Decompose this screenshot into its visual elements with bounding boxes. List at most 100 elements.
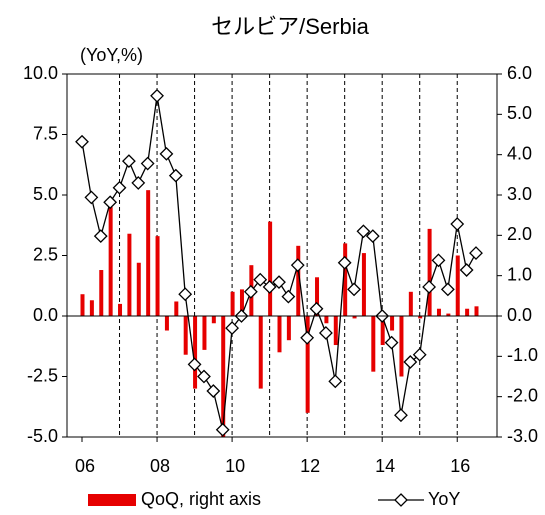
y2-tick-label: -2.0 [507, 385, 538, 405]
marker [403, 355, 418, 369]
y-axis-label: (YoY,%) [80, 45, 143, 65]
y2-tick-label: 4.0 [507, 143, 532, 163]
marker [459, 263, 474, 277]
y-tick-label: 2.5 [33, 244, 58, 264]
bar [446, 313, 451, 316]
bar [239, 289, 244, 316]
legend-label: QoQ, right axis [141, 489, 261, 509]
marker [206, 384, 221, 398]
bar [296, 245, 301, 316]
bar [127, 233, 132, 316]
bar [99, 270, 104, 316]
bar [371, 316, 376, 372]
marker [253, 272, 268, 287]
chart-title: セルビア/Serbia [211, 14, 369, 39]
plot-frame [66, 73, 498, 438]
bar [146, 190, 151, 316]
marker [328, 374, 343, 389]
bar [221, 316, 226, 437]
bar [155, 236, 160, 316]
y2-tick-label: 3.0 [507, 184, 532, 204]
legend-label: YoY [428, 489, 460, 509]
y2-tick-label: 5.0 [507, 103, 532, 123]
marker [159, 146, 174, 161]
marker [112, 180, 127, 195]
marker [318, 326, 333, 340]
x-tick-label: 08 [150, 456, 170, 476]
bar [277, 316, 282, 353]
marker [197, 369, 211, 384]
marker [431, 253, 446, 268]
bar [80, 294, 85, 316]
bar [89, 300, 94, 316]
y2-tick-label: -3.0 [507, 426, 538, 446]
bar [136, 262, 141, 316]
marker [187, 357, 202, 372]
bar [333, 316, 338, 346]
y2-tick-label: 2.0 [507, 224, 532, 244]
bar [474, 306, 479, 316]
y-tick-label: 5.0 [33, 184, 58, 204]
bar [268, 221, 273, 316]
bar [258, 316, 263, 389]
marker [178, 287, 193, 302]
marker [281, 289, 296, 304]
marker [272, 275, 286, 290]
marker [412, 347, 427, 362]
bar [343, 243, 348, 316]
bar [465, 308, 470, 316]
bar [174, 301, 179, 316]
bar [164, 316, 169, 331]
bar [380, 316, 385, 346]
bar [286, 316, 291, 341]
bar [427, 228, 432, 316]
bar [399, 316, 404, 377]
marker [394, 408, 408, 423]
y2-tick-label: 6.0 [507, 63, 532, 83]
bar [202, 316, 207, 350]
bar [108, 207, 113, 316]
y-tick-label: -5.0 [27, 426, 58, 446]
y-tick-label: 10.0 [23, 63, 58, 83]
bar [390, 316, 395, 331]
marker [225, 321, 240, 336]
y2-tick-label: -1.0 [507, 345, 538, 365]
bar [455, 255, 460, 316]
marker [440, 282, 455, 297]
marker [356, 224, 371, 239]
marker [290, 258, 305, 273]
marker [450, 217, 465, 231]
bar [305, 316, 310, 413]
marker [168, 168, 183, 183]
y-tick-label: 7.5 [33, 123, 58, 143]
x-tick-label: 12 [300, 456, 320, 476]
marker [150, 88, 164, 103]
marker [262, 280, 277, 294]
line [81, 95, 477, 430]
marker [215, 422, 230, 437]
y-tick-label: 0.0 [33, 305, 58, 325]
y2-tick-label: 1.0 [507, 264, 532, 284]
bar [408, 291, 413, 316]
bar [324, 316, 329, 324]
marker [337, 255, 352, 270]
marker [365, 229, 380, 244]
legend-swatch [88, 494, 136, 506]
bar [193, 316, 198, 389]
bar [418, 316, 423, 319]
marker [347, 282, 361, 297]
marker [140, 156, 155, 171]
marker [93, 229, 108, 244]
bar [361, 253, 366, 316]
marker [103, 195, 118, 210]
y-tick-label: -2.5 [27, 365, 58, 385]
x-tick-label: 16 [450, 456, 470, 476]
bar [230, 291, 235, 316]
marker [469, 246, 483, 260]
bar [183, 316, 188, 355]
bar [315, 277, 320, 316]
legend-marker [394, 493, 408, 507]
marker [75, 134, 89, 149]
